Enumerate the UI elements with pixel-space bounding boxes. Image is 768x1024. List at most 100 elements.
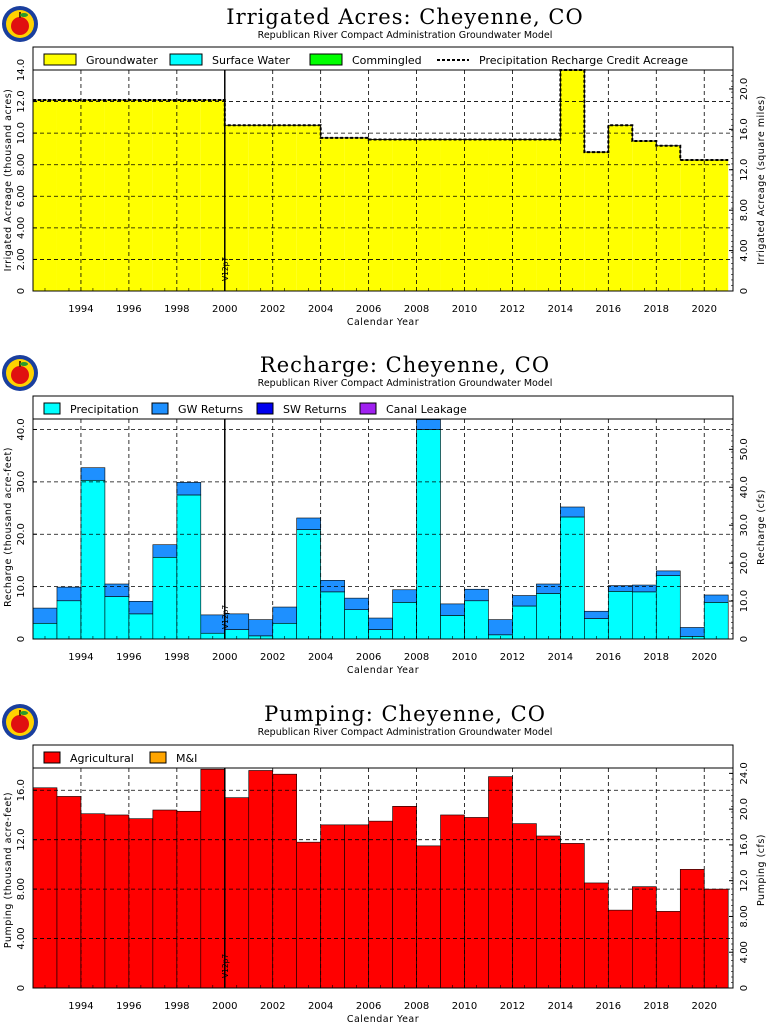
bar-agricultural — [632, 886, 657, 989]
bar-gw-returns — [128, 600, 154, 615]
bar-precipitation — [80, 479, 106, 640]
plot-border — [32, 69, 734, 292]
y-axis-label: Irrigated Acreage (thousand acres) — [3, 89, 14, 272]
legend-swatch-groundwater — [43, 53, 77, 66]
legend-swatch-surface-water — [169, 53, 203, 66]
y-tick-label: 40.0 — [16, 418, 27, 440]
apple-logo — [2, 6, 38, 42]
area-segment-groundwater — [80, 99, 105, 291]
area-segment-groundwater — [704, 159, 729, 291]
pumping-plot-area: 0 4.00 8.00 12.0 16.0 0 4.00 8.00 12.0 16.0 20.0 24… — [16, 762, 750, 1012]
model-version-label: V12p7 — [221, 954, 230, 978]
bar-gw-returns — [296, 517, 321, 530]
area-segment-groundwater — [608, 125, 633, 291]
bar-precipitation — [512, 605, 537, 640]
y2-tick-label: 16.0 — [739, 118, 750, 140]
plot-border — [32, 767, 734, 989]
bar-agricultural — [655, 911, 681, 989]
y-tick-label: 0 — [16, 985, 27, 991]
y2-tick-label: 8.00 — [739, 905, 750, 927]
y2-axis-label: Recharge (cfs) — [756, 489, 767, 565]
legend-label-commingled: Commingled — [352, 54, 422, 67]
y2-axis-label: Pumping (cfs) — [756, 834, 767, 906]
chart-subtitle: Republican River Compact Administration … — [258, 378, 553, 389]
y-tick-label: 12.0 — [16, 90, 27, 112]
y2-tick-label: 4.00 — [739, 239, 750, 261]
x-tick-label: 1994 — [68, 652, 93, 663]
x-tick-label: 1998 — [164, 1001, 189, 1012]
chart-subtitle: Republican River Compact Administration … — [258, 727, 553, 738]
bar-gw-returns — [80, 467, 106, 481]
x-tick-label: 2008 — [404, 652, 429, 663]
legend: Precipitation GW Returns SW Returns Cana… — [43, 402, 467, 416]
bar-precipitation — [464, 600, 489, 640]
x-tick-label: 2002 — [260, 1001, 285, 1012]
legend-label-groundwater: Groundwater — [86, 54, 158, 67]
x-tick-label: 2012 — [500, 1001, 525, 1012]
x-tick-label: 2020 — [692, 1001, 717, 1012]
bar-gw-returns — [632, 584, 657, 593]
bar-gw-returns — [320, 580, 345, 593]
y-tick-label: 8.00 — [16, 878, 27, 900]
bar-precipitation — [632, 591, 657, 640]
bar-agricultural — [560, 843, 585, 989]
x-tick-label: 2002 — [260, 304, 285, 315]
bar-precipitation — [440, 615, 465, 640]
x-tick-label: 2012 — [500, 652, 525, 663]
bar-agricultural — [584, 882, 609, 989]
area-segment-groundwater — [344, 137, 369, 291]
x-tick-label: 2012 — [500, 304, 525, 315]
chart-title: Pumping: Cheyenne, CO — [264, 702, 546, 726]
bar-agricultural — [320, 824, 345, 989]
bar-agricultural — [440, 814, 465, 989]
area-segment-groundwater — [416, 139, 441, 291]
legend-label-precip-credit: Precipitation Recharge Credit Acreage — [479, 54, 688, 67]
bar-gw-returns — [416, 419, 441, 430]
pumping-panel: Pumping: Cheyenne, CO Republican River C… — [2, 702, 767, 1024]
legend-swatch-canal-leakage — [359, 402, 377, 415]
y-tick-label: 4.00 — [16, 927, 27, 949]
legend: Groundwater Surface Water Commingled Pre… — [43, 53, 688, 67]
area-segment-groundwater — [104, 99, 129, 291]
bar-agricultural — [176, 810, 202, 989]
bar-agricultural — [152, 809, 178, 989]
bar-agricultural — [464, 817, 489, 989]
area-segment-groundwater — [680, 159, 705, 291]
bar-agricultural — [56, 796, 82, 989]
bar-gw-returns — [344, 597, 369, 610]
bar-gw-returns — [392, 589, 417, 603]
legend-label-sw-returns: SW Returns — [283, 403, 347, 416]
legend-swatch-precipitation — [43, 402, 61, 415]
acres-panel: Irrigated Acres: Cheyenne, CO Republican… — [2, 5, 767, 328]
model-version-label: V12p7 — [221, 605, 230, 629]
recharge-plot-area: 0 10.0 20.0 30.0 40.0 0 10.0 20.0 30.0 40.0 50.0 19… — [16, 418, 750, 663]
bar-agricultural — [128, 818, 154, 989]
apple-logo — [2, 704, 38, 740]
area-segment-groundwater — [320, 137, 345, 291]
bar-gw-returns — [679, 627, 705, 637]
area-segment-groundwater — [56, 99, 81, 291]
bar-precipitation — [703, 602, 729, 640]
bar-gw-returns — [560, 506, 585, 518]
bar-gw-returns — [488, 619, 513, 636]
y-tick-label: 16.0 — [16, 779, 27, 801]
y-tick-label: 6.00 — [16, 185, 27, 207]
legend-label-gw-returns: GW Returns — [178, 403, 243, 416]
x-tick-label: 2008 — [404, 304, 429, 315]
x-tick-label: 2018 — [644, 304, 669, 315]
y-tick-label: 2.00 — [16, 248, 27, 270]
x-tick-label: 2006 — [356, 652, 381, 663]
legend-label-precipitation: Precipitation — [70, 403, 139, 416]
recharge-panel: Recharge: Cheyenne, CO Republican River … — [2, 353, 767, 676]
y2-tick-label: 20.0 — [739, 798, 750, 820]
y-axis-label: Pumping (thousand acre-feet) — [3, 792, 14, 948]
bar-gw-returns — [368, 617, 393, 630]
y-tick-label: 14.0 — [16, 59, 27, 81]
area-segment-groundwater — [632, 141, 657, 291]
y-tick-label: 10.0 — [16, 122, 27, 144]
area-segment-groundwater — [224, 125, 249, 291]
area-segment-groundwater — [296, 125, 321, 291]
x-tick-label: 2016 — [596, 304, 621, 315]
x-tick-label: 2002 — [260, 652, 285, 663]
x-tick-label: 2010 — [452, 304, 477, 315]
